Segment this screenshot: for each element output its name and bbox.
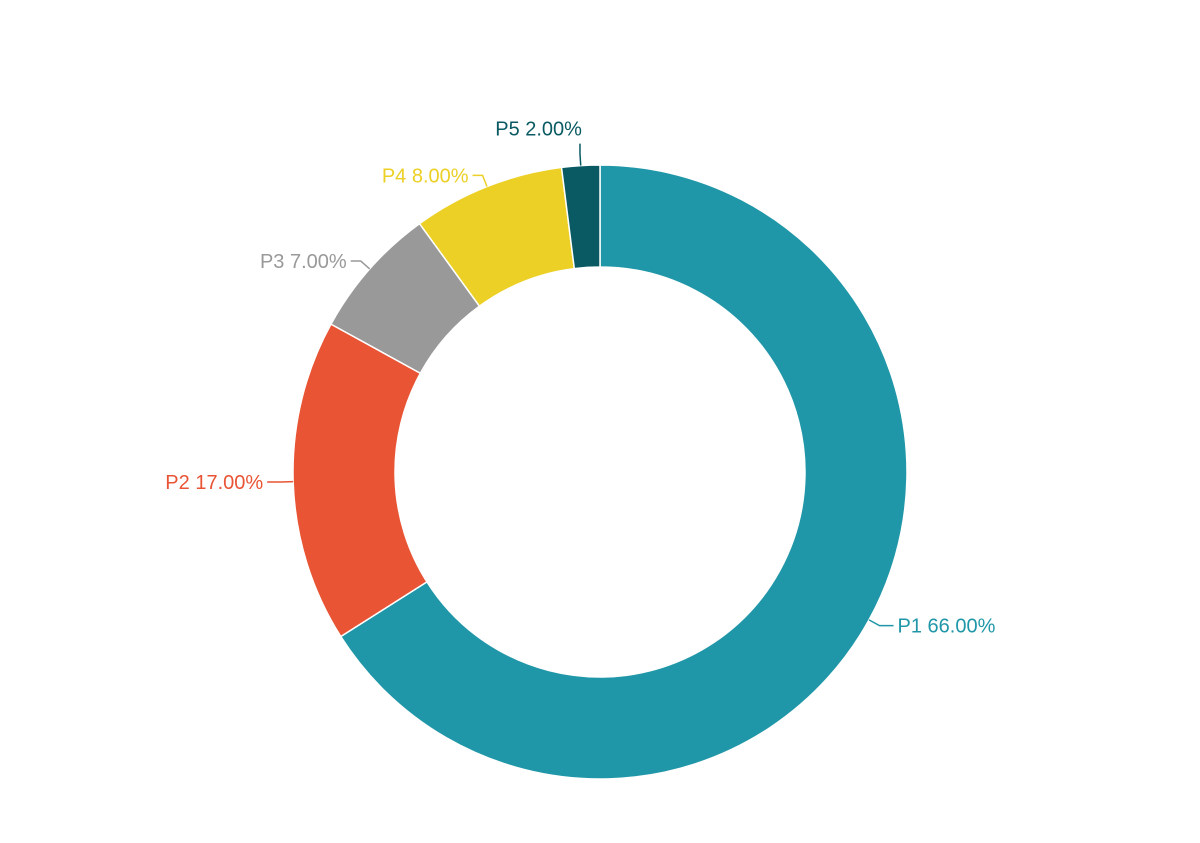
leader-line-p5: [579, 143, 582, 166]
slice-label-p4: P4 8.00%: [382, 165, 469, 187]
slice-label-p2: P2 17.00%: [165, 472, 263, 494]
slice-label-p5: P5 2.00%: [495, 119, 582, 141]
slice-p2[interactable]: [292, 323, 428, 638]
labels-group: P1 66.00% P2 17.00% P3 7.00% P4 8.00% P5 2.0…: [165, 119, 995, 638]
leader-lines-group: [267, 143, 894, 627]
slices-group: [292, 164, 908, 780]
leader-line-p3: [350, 260, 371, 270]
slice-label-p3: P3 7.00%: [260, 251, 347, 273]
slice-label-p1: P1 66.00%: [898, 616, 996, 638]
slice-p1[interactable]: [339, 164, 908, 780]
slice-p5[interactable]: [560, 164, 601, 270]
leader-line-p1: [868, 619, 894, 627]
leader-line-p4: [472, 174, 488, 187]
